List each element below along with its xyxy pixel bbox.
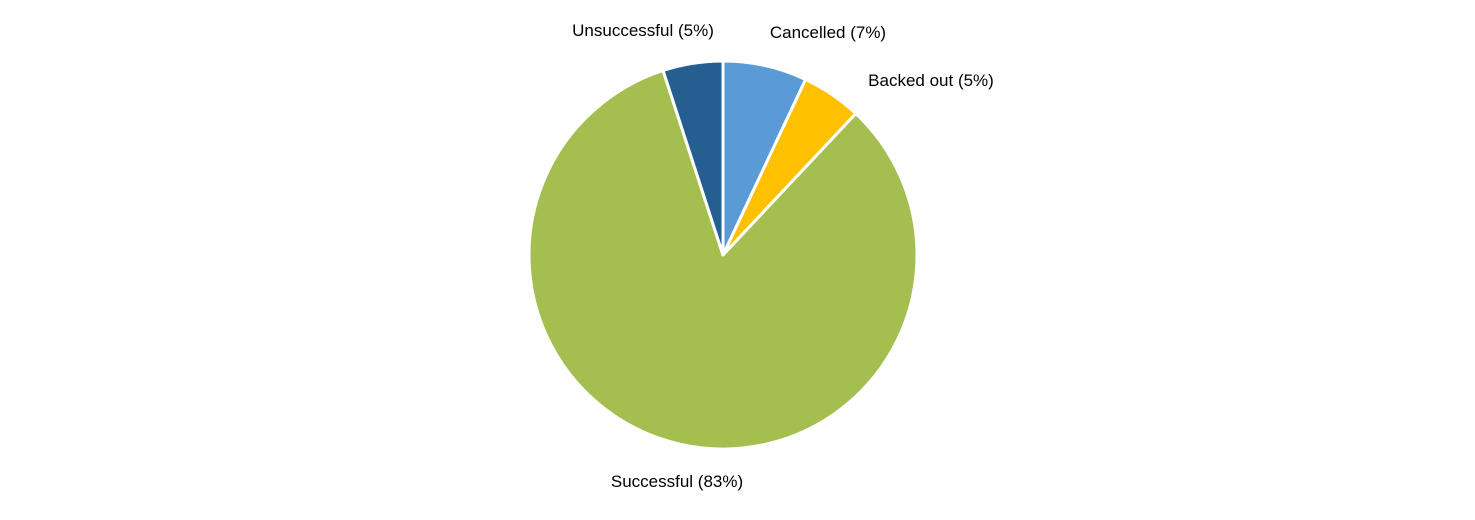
data-label-backed-out: Backed out (5%) bbox=[868, 71, 994, 90]
pie-slice-unsuccessful bbox=[661, 59, 725, 257]
data-label-successful: Successful (83%) bbox=[611, 472, 743, 491]
data-label-unsuccessful: Unsuccessful (5%) bbox=[572, 21, 714, 40]
pie-slices bbox=[527, 59, 919, 451]
pie-slice-successful bbox=[527, 69, 919, 451]
data-label-cancelled: Cancelled (7%) bbox=[770, 23, 886, 42]
pie-data-labels: Cancelled (7%) Backed out (5%) Successful … bbox=[572, 21, 994, 491]
